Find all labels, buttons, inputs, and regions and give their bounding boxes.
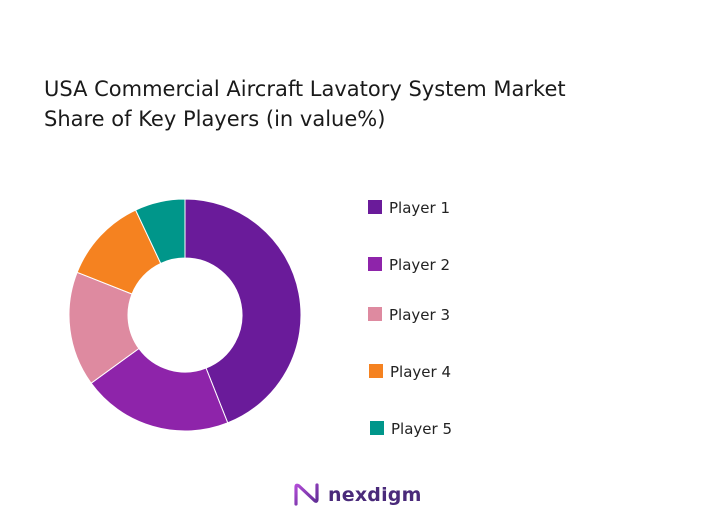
legend-swatch-1: [368, 200, 382, 214]
chart-title-line-2: Share of Key Players (in value%): [44, 107, 386, 131]
legend-label-4: Player 4: [390, 363, 451, 381]
legend-label-1: Player 1: [389, 199, 450, 217]
brand-logo: nexdigm: [292, 480, 422, 510]
donut-slice-2: [90, 347, 229, 432]
legend-swatch-4: [369, 364, 383, 378]
chart-legend: Player 1 Player 2 Player 3 Player 4 Player 5: [368, 199, 452, 438]
donut-slice-5: [134, 198, 186, 265]
donut-slices: [68, 198, 302, 432]
legend-label-5: Player 5: [391, 420, 452, 438]
legend-label-3: Player 3: [389, 306, 450, 324]
legend-swatch-5: [370, 421, 384, 435]
chart-title: USA Commercial Aircraft Lavatory System …: [44, 74, 664, 134]
chart-title-line-1: USA Commercial Aircraft Lavatory System …: [44, 77, 566, 101]
legend-label-2: Player 2: [389, 256, 450, 274]
brand-name: nexdigm: [328, 484, 422, 506]
legend-swatch-3: [368, 307, 382, 321]
nexdigm-logo-icon: [294, 483, 319, 506]
donut-slice-1: [184, 198, 302, 424]
legend-swatch-2: [368, 257, 382, 271]
